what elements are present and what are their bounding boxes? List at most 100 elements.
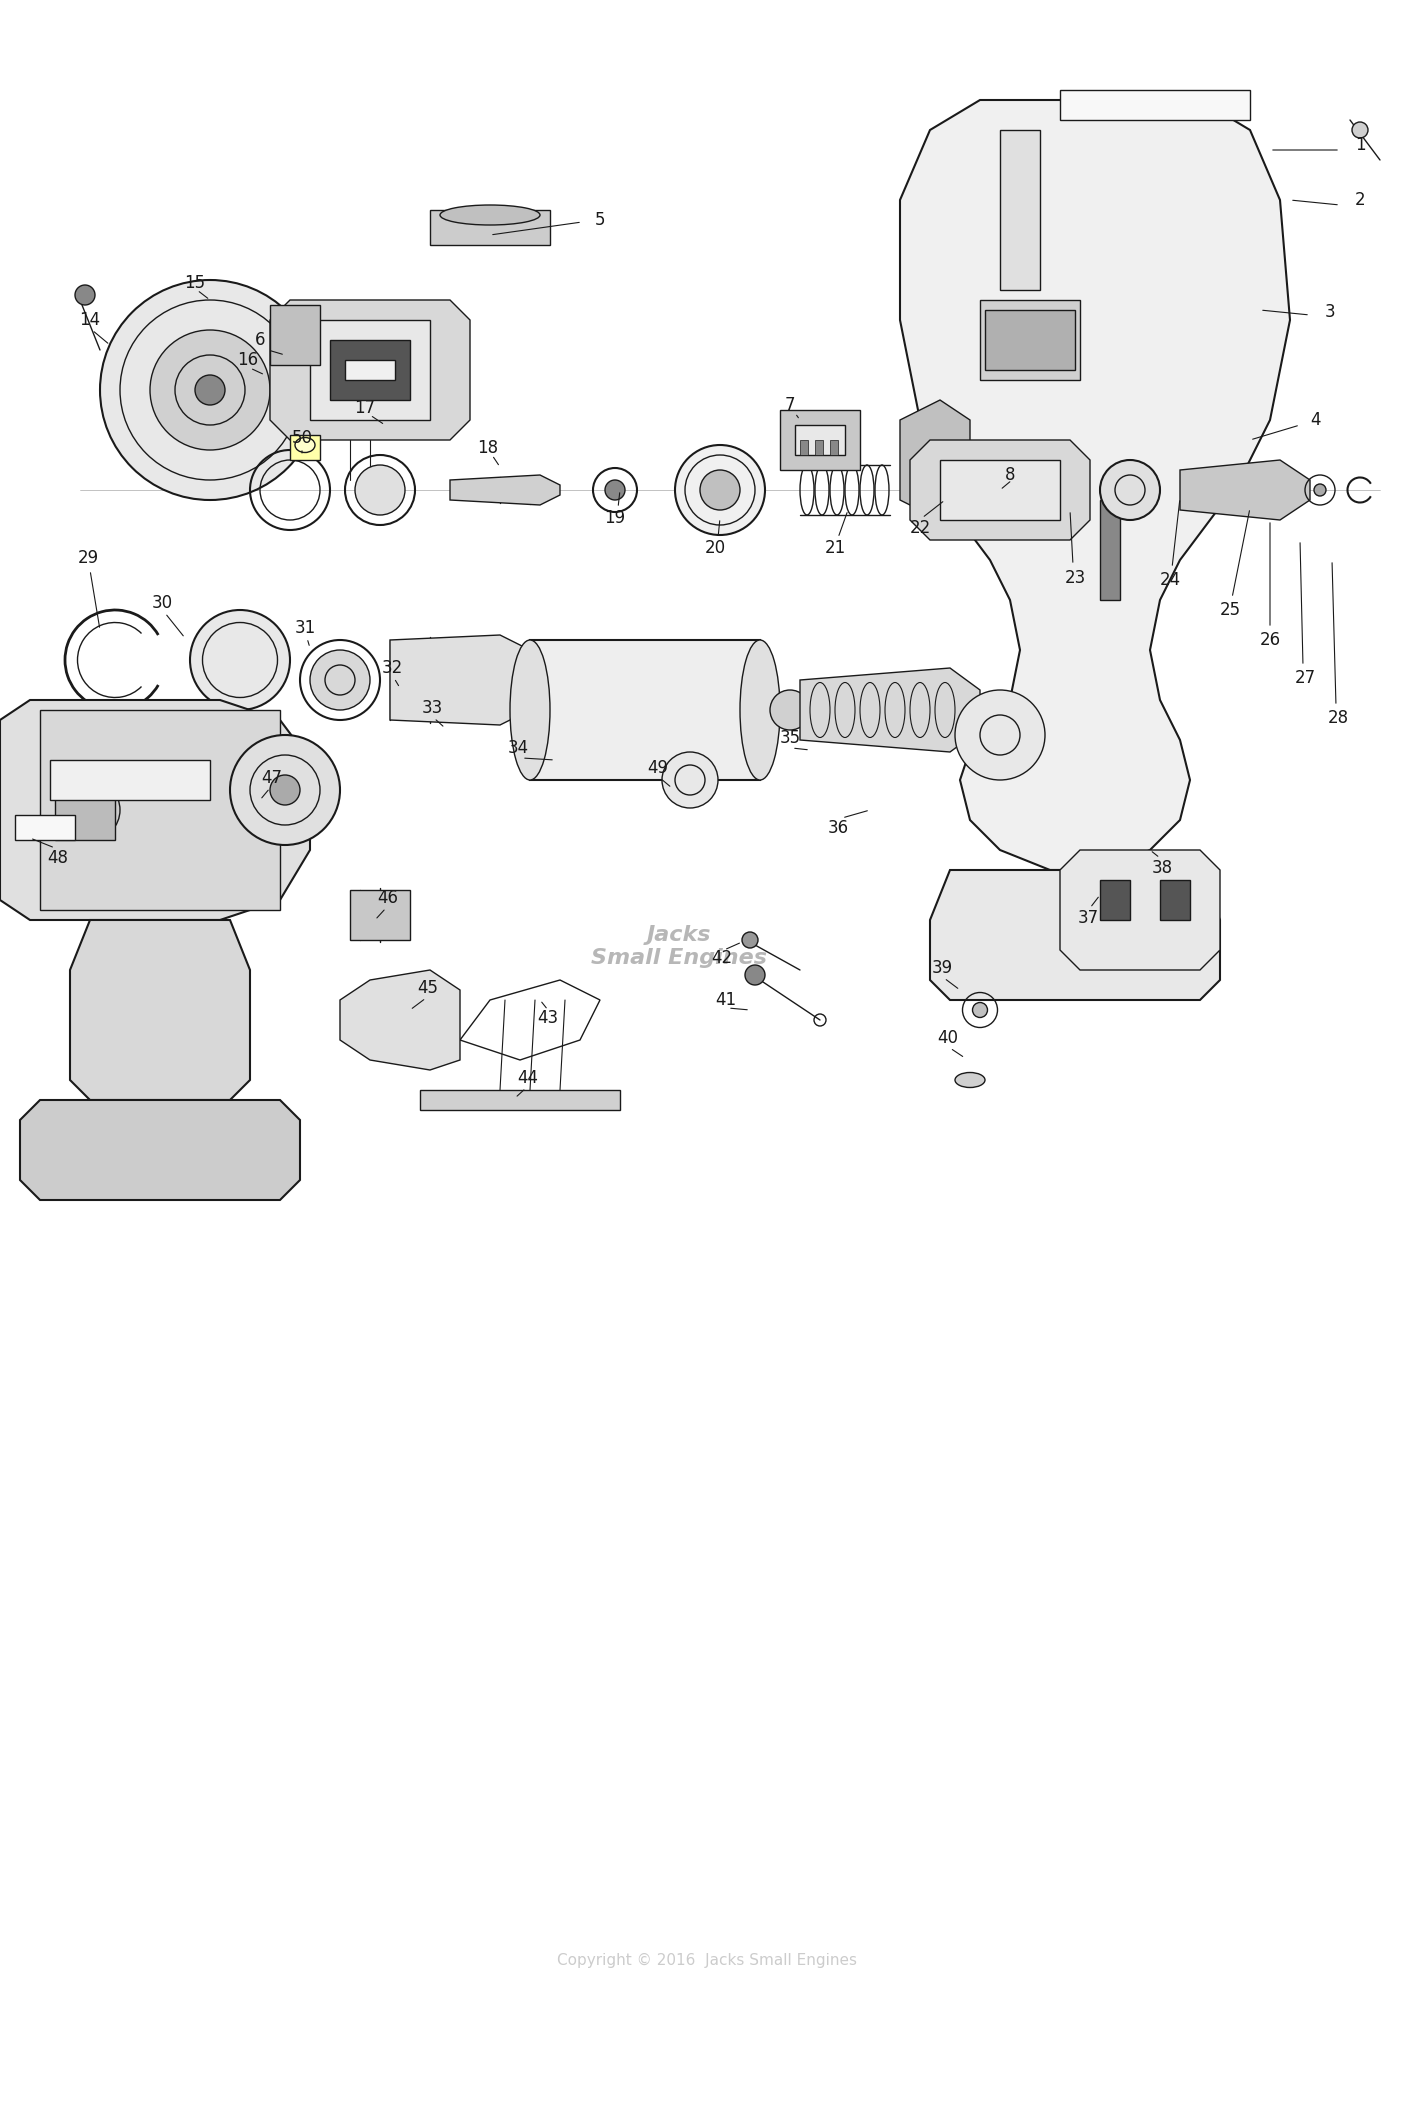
Bar: [780, 410, 860, 469]
Text: 30: 30: [151, 593, 173, 612]
Ellipse shape: [190, 610, 290, 711]
Bar: [290, 435, 320, 461]
Polygon shape: [910, 440, 1090, 540]
Text: 20: 20: [705, 538, 726, 557]
Text: 47: 47: [262, 770, 283, 787]
Ellipse shape: [355, 465, 405, 515]
Text: 2: 2: [1356, 191, 1365, 208]
Circle shape: [150, 330, 270, 450]
Bar: [40, 711, 280, 911]
Ellipse shape: [740, 639, 780, 780]
Circle shape: [1351, 122, 1368, 139]
Polygon shape: [1060, 850, 1220, 969]
Bar: [799, 440, 808, 454]
Text: 15: 15: [184, 273, 205, 292]
Polygon shape: [340, 969, 460, 1070]
Text: 29: 29: [78, 549, 99, 568]
Text: 16: 16: [238, 351, 259, 368]
Text: 42: 42: [712, 948, 733, 967]
Text: 3: 3: [1324, 303, 1336, 322]
Text: 19: 19: [604, 509, 625, 528]
Text: 45: 45: [417, 980, 439, 997]
Text: 18: 18: [477, 440, 498, 456]
Circle shape: [195, 374, 225, 406]
Text: 22: 22: [910, 519, 931, 536]
Text: 38: 38: [1152, 858, 1173, 877]
Text: 48: 48: [48, 850, 68, 866]
Polygon shape: [69, 919, 250, 1100]
Text: 26: 26: [1259, 631, 1281, 650]
Circle shape: [231, 736, 340, 845]
Circle shape: [955, 690, 1046, 780]
Text: 6: 6: [255, 330, 265, 349]
Bar: [430, 210, 550, 246]
Text: 36: 36: [828, 818, 849, 837]
Text: 4: 4: [1310, 410, 1320, 429]
Bar: [831, 440, 838, 454]
Ellipse shape: [700, 469, 740, 511]
Circle shape: [662, 753, 717, 808]
Text: 49: 49: [648, 759, 668, 776]
Polygon shape: [1180, 461, 1310, 519]
Text: 41: 41: [716, 991, 737, 1009]
Bar: [270, 305, 320, 366]
Text: 1: 1: [1356, 137, 1365, 154]
Text: 14: 14: [79, 311, 100, 328]
Circle shape: [1099, 461, 1160, 519]
Polygon shape: [450, 475, 560, 505]
Text: 21: 21: [825, 538, 846, 557]
Bar: [310, 320, 430, 421]
Bar: [940, 461, 1060, 519]
Bar: [985, 309, 1075, 370]
Text: 32: 32: [382, 658, 403, 677]
Polygon shape: [930, 871, 1220, 1001]
Bar: [815, 440, 824, 454]
Ellipse shape: [440, 204, 541, 225]
Bar: [1160, 879, 1190, 919]
Ellipse shape: [310, 650, 369, 711]
Bar: [1099, 879, 1131, 919]
Bar: [1099, 501, 1121, 599]
Text: 33: 33: [422, 698, 443, 717]
Ellipse shape: [1315, 484, 1326, 496]
Text: 31: 31: [294, 618, 316, 637]
Polygon shape: [20, 1100, 300, 1201]
Bar: [531, 639, 760, 780]
Polygon shape: [270, 301, 470, 440]
Polygon shape: [900, 400, 971, 519]
Polygon shape: [900, 101, 1290, 871]
Ellipse shape: [294, 437, 316, 452]
Bar: [981, 301, 1080, 381]
Text: 5: 5: [594, 210, 606, 229]
Ellipse shape: [509, 639, 550, 780]
Circle shape: [606, 479, 625, 501]
Bar: [345, 360, 395, 381]
Circle shape: [59, 780, 120, 839]
Text: 37: 37: [1077, 908, 1098, 927]
Ellipse shape: [675, 446, 766, 534]
Circle shape: [746, 965, 766, 984]
Bar: [420, 1089, 620, 1110]
Bar: [330, 341, 410, 400]
Bar: [1060, 90, 1249, 120]
Text: 23: 23: [1064, 570, 1085, 587]
Text: 43: 43: [538, 1009, 559, 1026]
Text: 39: 39: [931, 959, 952, 978]
Text: 28: 28: [1327, 709, 1348, 728]
Text: 44: 44: [518, 1068, 539, 1087]
Polygon shape: [0, 700, 310, 919]
Text: Copyright © 2016  Jacks Small Engines: Copyright © 2016 Jacks Small Engines: [558, 1952, 857, 1968]
Polygon shape: [391, 635, 531, 726]
Text: 35: 35: [780, 730, 801, 747]
Text: 25: 25: [1220, 601, 1241, 618]
Ellipse shape: [932, 463, 988, 517]
Text: 46: 46: [378, 890, 399, 906]
Circle shape: [100, 280, 320, 501]
Text: 8: 8: [1005, 467, 1015, 484]
Text: 34: 34: [508, 738, 529, 757]
Ellipse shape: [1050, 479, 1070, 501]
Text: 40: 40: [938, 1028, 958, 1047]
Bar: [1000, 130, 1040, 290]
Bar: [50, 759, 209, 799]
Text: Jacks
Small Engines: Jacks Small Engines: [591, 925, 767, 967]
